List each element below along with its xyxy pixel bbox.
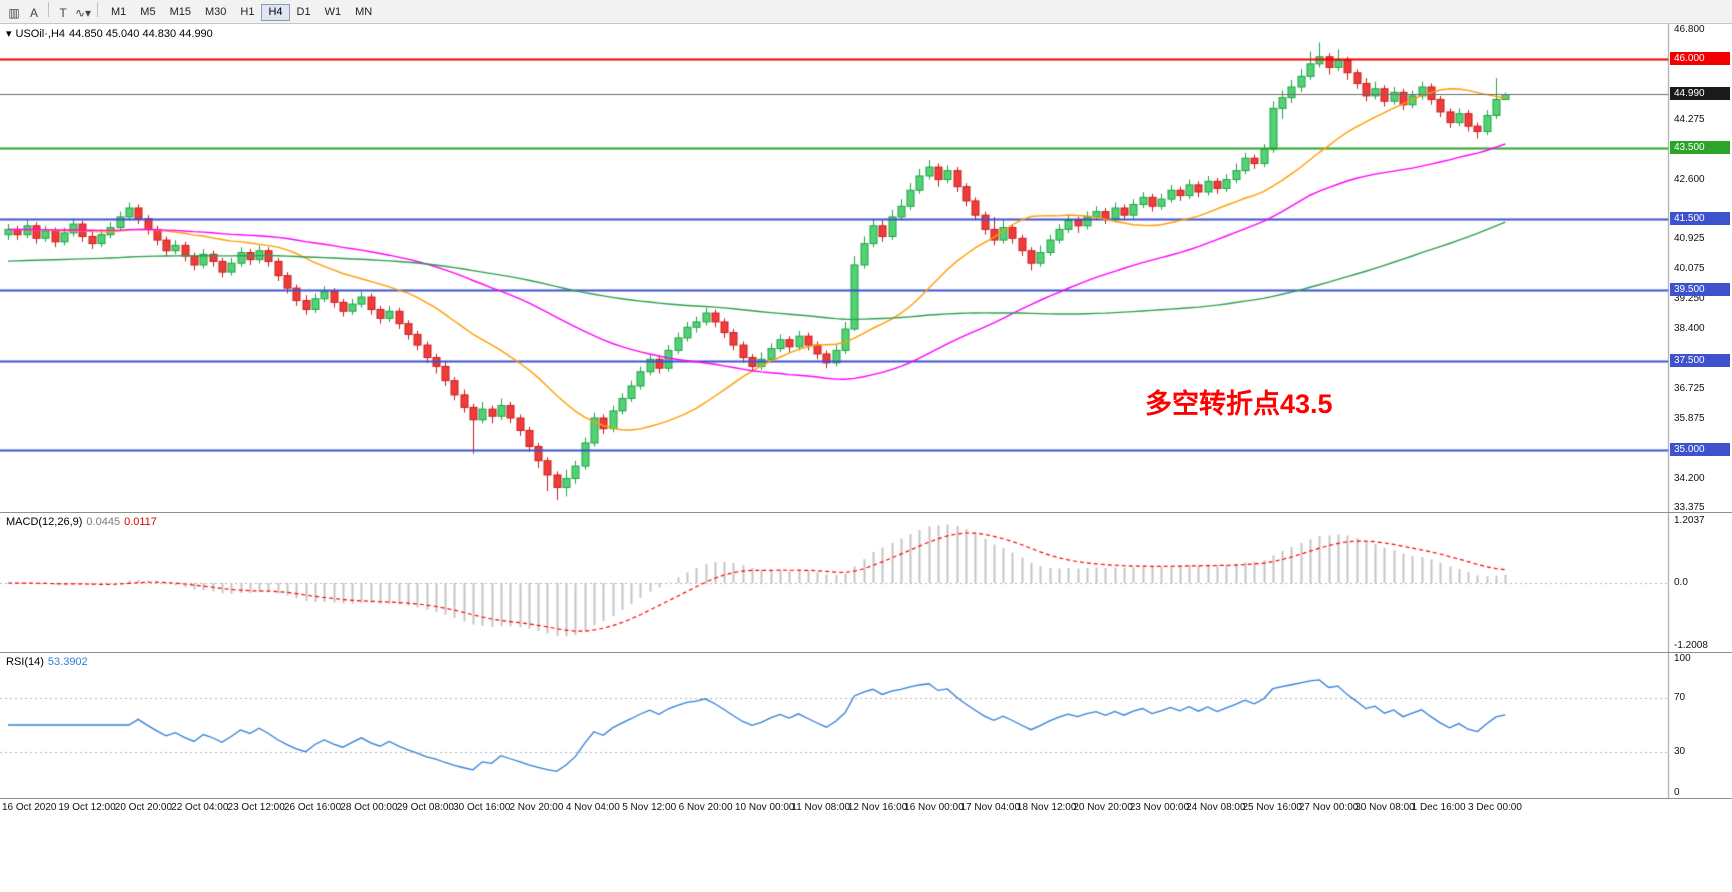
date-label: 16 Oct 2020 [2, 802, 57, 813]
cursor-tool-icon[interactable]: A [29, 5, 38, 20]
price-axis-label: 40.075 [1674, 263, 1705, 275]
price-chart-panel: ▾ USOil·,H4 44.850 45.040 44.830 44.990 多空… [0, 24, 1732, 513]
hline-badge-41.500: 41.500 [1670, 211, 1730, 225]
date-label: 19 Oct 12:00 [58, 802, 116, 813]
macd-canvas[interactable] [0, 513, 1732, 653]
date-label: 24 Nov 08:00 [1186, 802, 1246, 813]
hline-badge-46.000: 46.000 [1670, 51, 1730, 65]
macd-axis-label: 0.0 [1674, 577, 1688, 588]
price-chart-canvas[interactable] [0, 24, 1732, 512]
macd-axis-label: 1.2037 [1674, 515, 1705, 526]
timeframe-button-H4[interactable]: H4 [261, 4, 290, 21]
text-tool-icon[interactable]: T [59, 5, 67, 20]
date-label: 10 Nov 00:00 [735, 802, 795, 813]
macd-title: MACD(12,26,9) 0.0445 0.0117 [6, 516, 161, 528]
date-label: 23 Oct 12:00 [227, 802, 285, 813]
timeframe-button-W1[interactable]: W1 [324, 6, 342, 18]
macd-indicator-name: MACD(12,26,9) [6, 516, 83, 528]
toolbar-separator [97, 1, 98, 17]
timeframe-button-MN[interactable]: MN [355, 6, 373, 18]
date-label: 23 Nov 00:00 [1129, 802, 1190, 813]
date-label: 28 Oct 00:00 [340, 802, 398, 813]
price-axis-label: 36.725 [1674, 382, 1705, 394]
timeframe-button-H1[interactable]: H1 [240, 6, 255, 18]
current-price-badge: 44.990 [1670, 87, 1730, 101]
date-label: 6 Nov 20:00 [678, 802, 733, 813]
date-label: 16 Nov 00:00 [904, 802, 964, 813]
bottom-filler [0, 816, 1732, 892]
hline-badge-43.500: 43.500 [1670, 140, 1730, 154]
date-label: 30 Nov 08:00 [1355, 802, 1415, 813]
date-label: 29 Oct 08:00 [396, 802, 454, 813]
price-axis-label: 39.250 [1674, 292, 1705, 304]
macd-axis-label: -1.2008 [1674, 640, 1708, 651]
price-axis-label: 33.375 [1674, 501, 1705, 513]
timeframe-group: M1 M5 M15 M30 H1 H4 D1 W1 MN [104, 2, 379, 21]
price-axis-label: 34.200 [1674, 472, 1705, 484]
rsi-panel: RSI(14) 53.3902 100 70 30 0 [0, 652, 1732, 799]
date-label: 26 Oct 16:00 [283, 802, 342, 813]
rsi-axis-label: 100 [1674, 653, 1691, 664]
charts-grid-icon[interactable]: ▥ [8, 5, 20, 20]
toolbar: ▥ A T ∿▾ M1 M5 M15 M30 H1 H4 D1 W1 MN [0, 0, 1732, 24]
toolbar-separator [48, 1, 49, 17]
line-tools-icon[interactable]: ∿▾ [74, 5, 92, 20]
ohlc-values: 44.850 45.040 44.830 44.990 [69, 28, 213, 40]
hline-badge-35.000: 35.000 [1670, 443, 1730, 457]
date-label: 22 Oct 04:00 [171, 802, 229, 813]
rsi-axis-label: 70 [1674, 691, 1686, 703]
date-label: 30 Oct 16:00 [453, 802, 511, 813]
rsi-axis-label: 30 [1674, 746, 1686, 758]
price-annotation: 多空转折点43.5 [1145, 389, 1333, 419]
timeframe-button-M5[interactable]: M5 [140, 6, 156, 18]
toolbar-icon-group: ▥ A T ∿▾ [4, 1, 102, 22]
date-label: 11 Nov 08:00 [791, 802, 851, 813]
timeframe-button-M1[interactable]: M1 [111, 6, 127, 18]
date-label: 2 Nov 20:00 [509, 802, 564, 813]
price-axis-label: 35.875 [1674, 412, 1705, 424]
price-axis-label: 40.925 [1674, 233, 1705, 245]
price-axis-label: 38.400 [1674, 323, 1705, 335]
date-label: 4 Nov 04:00 [565, 802, 620, 813]
chart-title: ▾ USOil·,H4 44.850 45.040 44.830 44.990 [6, 27, 217, 40]
date-label: 20 Nov 20:00 [1073, 802, 1133, 813]
timeframe-button-M15[interactable]: M15 [169, 6, 191, 18]
rsi-value: 53.3902 [47, 656, 88, 668]
price-axis-label: 42.600 [1674, 173, 1705, 185]
rsi-indicator-name: RSI(14) [6, 656, 44, 668]
macd-signal-value: 0.0117 [124, 516, 157, 528]
date-label: 1 Dec 16:00 [1411, 802, 1466, 813]
date-label: 17 Nov 04:00 [960, 802, 1021, 813]
timeframe-button-D1[interactable]: D1 [296, 6, 311, 18]
time-axis: 16 Oct 2020 19 Oct 12:00 20 Oct 20:00 22 Oc… [0, 798, 1732, 816]
date-label: 5 Nov 12:00 [622, 802, 677, 813]
macd-main-value: 0.0445 [86, 516, 121, 528]
date-label: 12 Nov 16:00 [847, 802, 908, 813]
date-label: 3 Dec 00:00 [1468, 802, 1522, 813]
hline-badge-39.500: 39.500 [1670, 282, 1730, 296]
symbol-title: USOil·,H4 [15, 28, 66, 40]
date-label: 18 Nov 12:00 [1016, 802, 1077, 813]
rsi-canvas[interactable] [0, 653, 1732, 799]
price-axis-label: 44.275 [1674, 113, 1705, 125]
rsi-axis-label: 0 [1674, 787, 1680, 798]
symbol-dropdown-icon[interactable]: ▾ [6, 28, 12, 40]
macd-panel: MACD(12,26,9) 0.0445 0.0117 1.2037 0.0 -1.20… [0, 512, 1732, 653]
date-label: 27 Nov 00:00 [1298, 802, 1359, 813]
date-label: 20 Oct 20:00 [114, 802, 173, 813]
rsi-title: RSI(14) 53.3902 [6, 656, 92, 668]
price-axis-label: 46.800 [1674, 24, 1705, 36]
date-label: 25 Nov 16:00 [1242, 802, 1302, 813]
hline-badge-37.500: 37.500 [1670, 354, 1730, 368]
timeframe-button-M30[interactable]: M30 [204, 6, 227, 18]
